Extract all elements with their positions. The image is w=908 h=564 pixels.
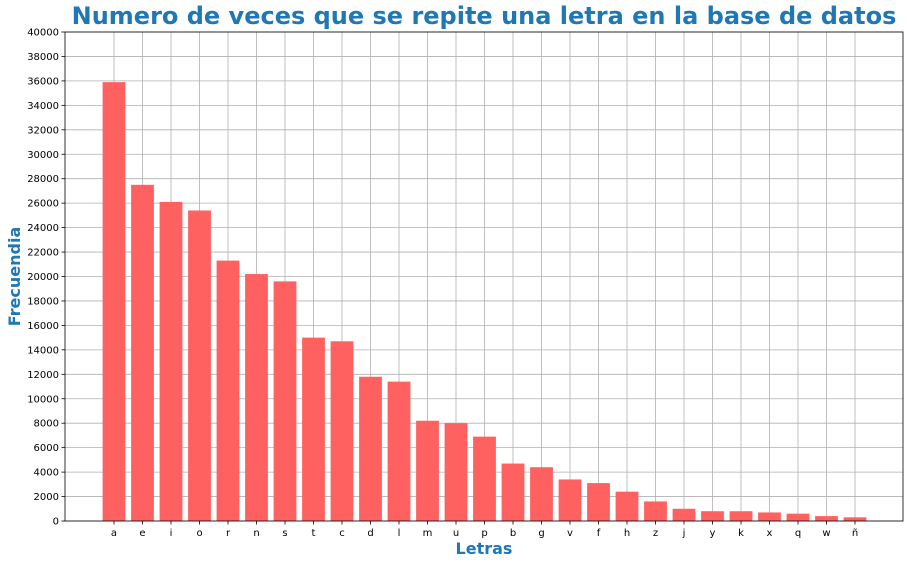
bar-p (473, 436, 496, 521)
y-tick-label: 10000 (27, 394, 59, 405)
y-tick-label: 34000 (27, 101, 59, 112)
x-tick-label: f (597, 528, 601, 539)
x-tick-label: ñ (852, 528, 858, 539)
bar-i (159, 201, 183, 522)
x-tick-label: c (339, 528, 345, 539)
bar-j (672, 508, 696, 521)
y-tick-label: 36000 (27, 76, 59, 87)
y-tick-label: 4000 (34, 468, 59, 479)
y-tick-label: 0 (53, 517, 59, 528)
y-tick-label: 16000 (27, 321, 59, 332)
bar-v (558, 479, 582, 521)
x-tick-label: x (767, 528, 773, 539)
x-tick-label: y (710, 528, 716, 539)
bar-z (644, 501, 667, 521)
y-tick-label: 6000 (34, 443, 59, 454)
x-tick-label: g (538, 528, 544, 539)
x-tick-label: o (196, 528, 202, 539)
y-tick-label: 18000 (27, 296, 59, 307)
x-tick-label: l (398, 528, 401, 539)
x-tick-label: j (682, 528, 686, 539)
y-tick-label: 32000 (27, 125, 59, 136)
y-tick-label: 24000 (27, 223, 59, 234)
y-tick-label: 28000 (27, 174, 59, 185)
y-tick-label: 22000 (27, 248, 59, 259)
bar-m (416, 420, 439, 521)
y-tick-label: 20000 (27, 272, 59, 283)
bar-e (131, 184, 154, 521)
x-tick-label: a (111, 528, 117, 539)
x-tick-label: u (453, 528, 459, 539)
x-axis-label: Letras (456, 539, 513, 558)
y-tick-label: 12000 (27, 370, 59, 381)
x-tick-label: i (170, 528, 173, 539)
x-tick-label: h (624, 528, 630, 539)
bar-f (587, 483, 610, 521)
bar-t (302, 337, 325, 521)
x-tick-label: m (423, 528, 433, 539)
bar-s (273, 281, 297, 521)
bar-a (102, 82, 126, 521)
y-tick-label: 14000 (27, 345, 59, 356)
y-tick-label: 40000 (27, 28, 59, 39)
bar-c (330, 341, 354, 521)
bar-n (245, 274, 268, 521)
x-tick-label: s (282, 528, 287, 539)
bar-h (615, 491, 639, 521)
x-tick-label: d (367, 528, 373, 539)
bar-k (729, 511, 753, 521)
chart-title: Numero de veces que se repite una letra … (71, 2, 897, 30)
x-tick-label: n (253, 528, 259, 539)
x-tick-label: q (795, 528, 801, 539)
y-tick-label: 8000 (34, 419, 59, 430)
y-tick-label: 38000 (27, 52, 59, 63)
y-tick-label: 30000 (27, 150, 59, 161)
x-tick-label: p (481, 528, 487, 539)
x-tick-label: e (139, 528, 145, 539)
bar-o (188, 210, 211, 522)
bar-l (387, 381, 411, 521)
x-tick-label: w (822, 528, 830, 539)
bars (102, 82, 867, 522)
x-tick-label: t (312, 528, 316, 539)
y-axis-label: Frecuendia (5, 227, 24, 327)
bar-ñ (843, 517, 867, 521)
y-axis-ticks: 0 2000 4000 6000 8000 10000 12000 14000 16000 180… (27, 28, 65, 528)
bar-q (786, 513, 810, 521)
bar-r (216, 260, 240, 521)
bar-g (530, 467, 553, 521)
x-tick-label: v (567, 528, 573, 539)
bar-b (501, 463, 525, 521)
bar-y (701, 511, 724, 521)
bar-w (815, 516, 838, 521)
x-tick-label: b (510, 528, 516, 539)
y-tick-label: 26000 (27, 199, 59, 210)
x-tick-label: k (738, 528, 744, 539)
bar-x (758, 512, 781, 521)
bar-u (444, 423, 468, 521)
bar-d (359, 376, 382, 521)
x-tick-label: r (226, 528, 231, 539)
x-tick-label: z (653, 528, 658, 539)
y-tick-label: 2000 (34, 492, 59, 503)
